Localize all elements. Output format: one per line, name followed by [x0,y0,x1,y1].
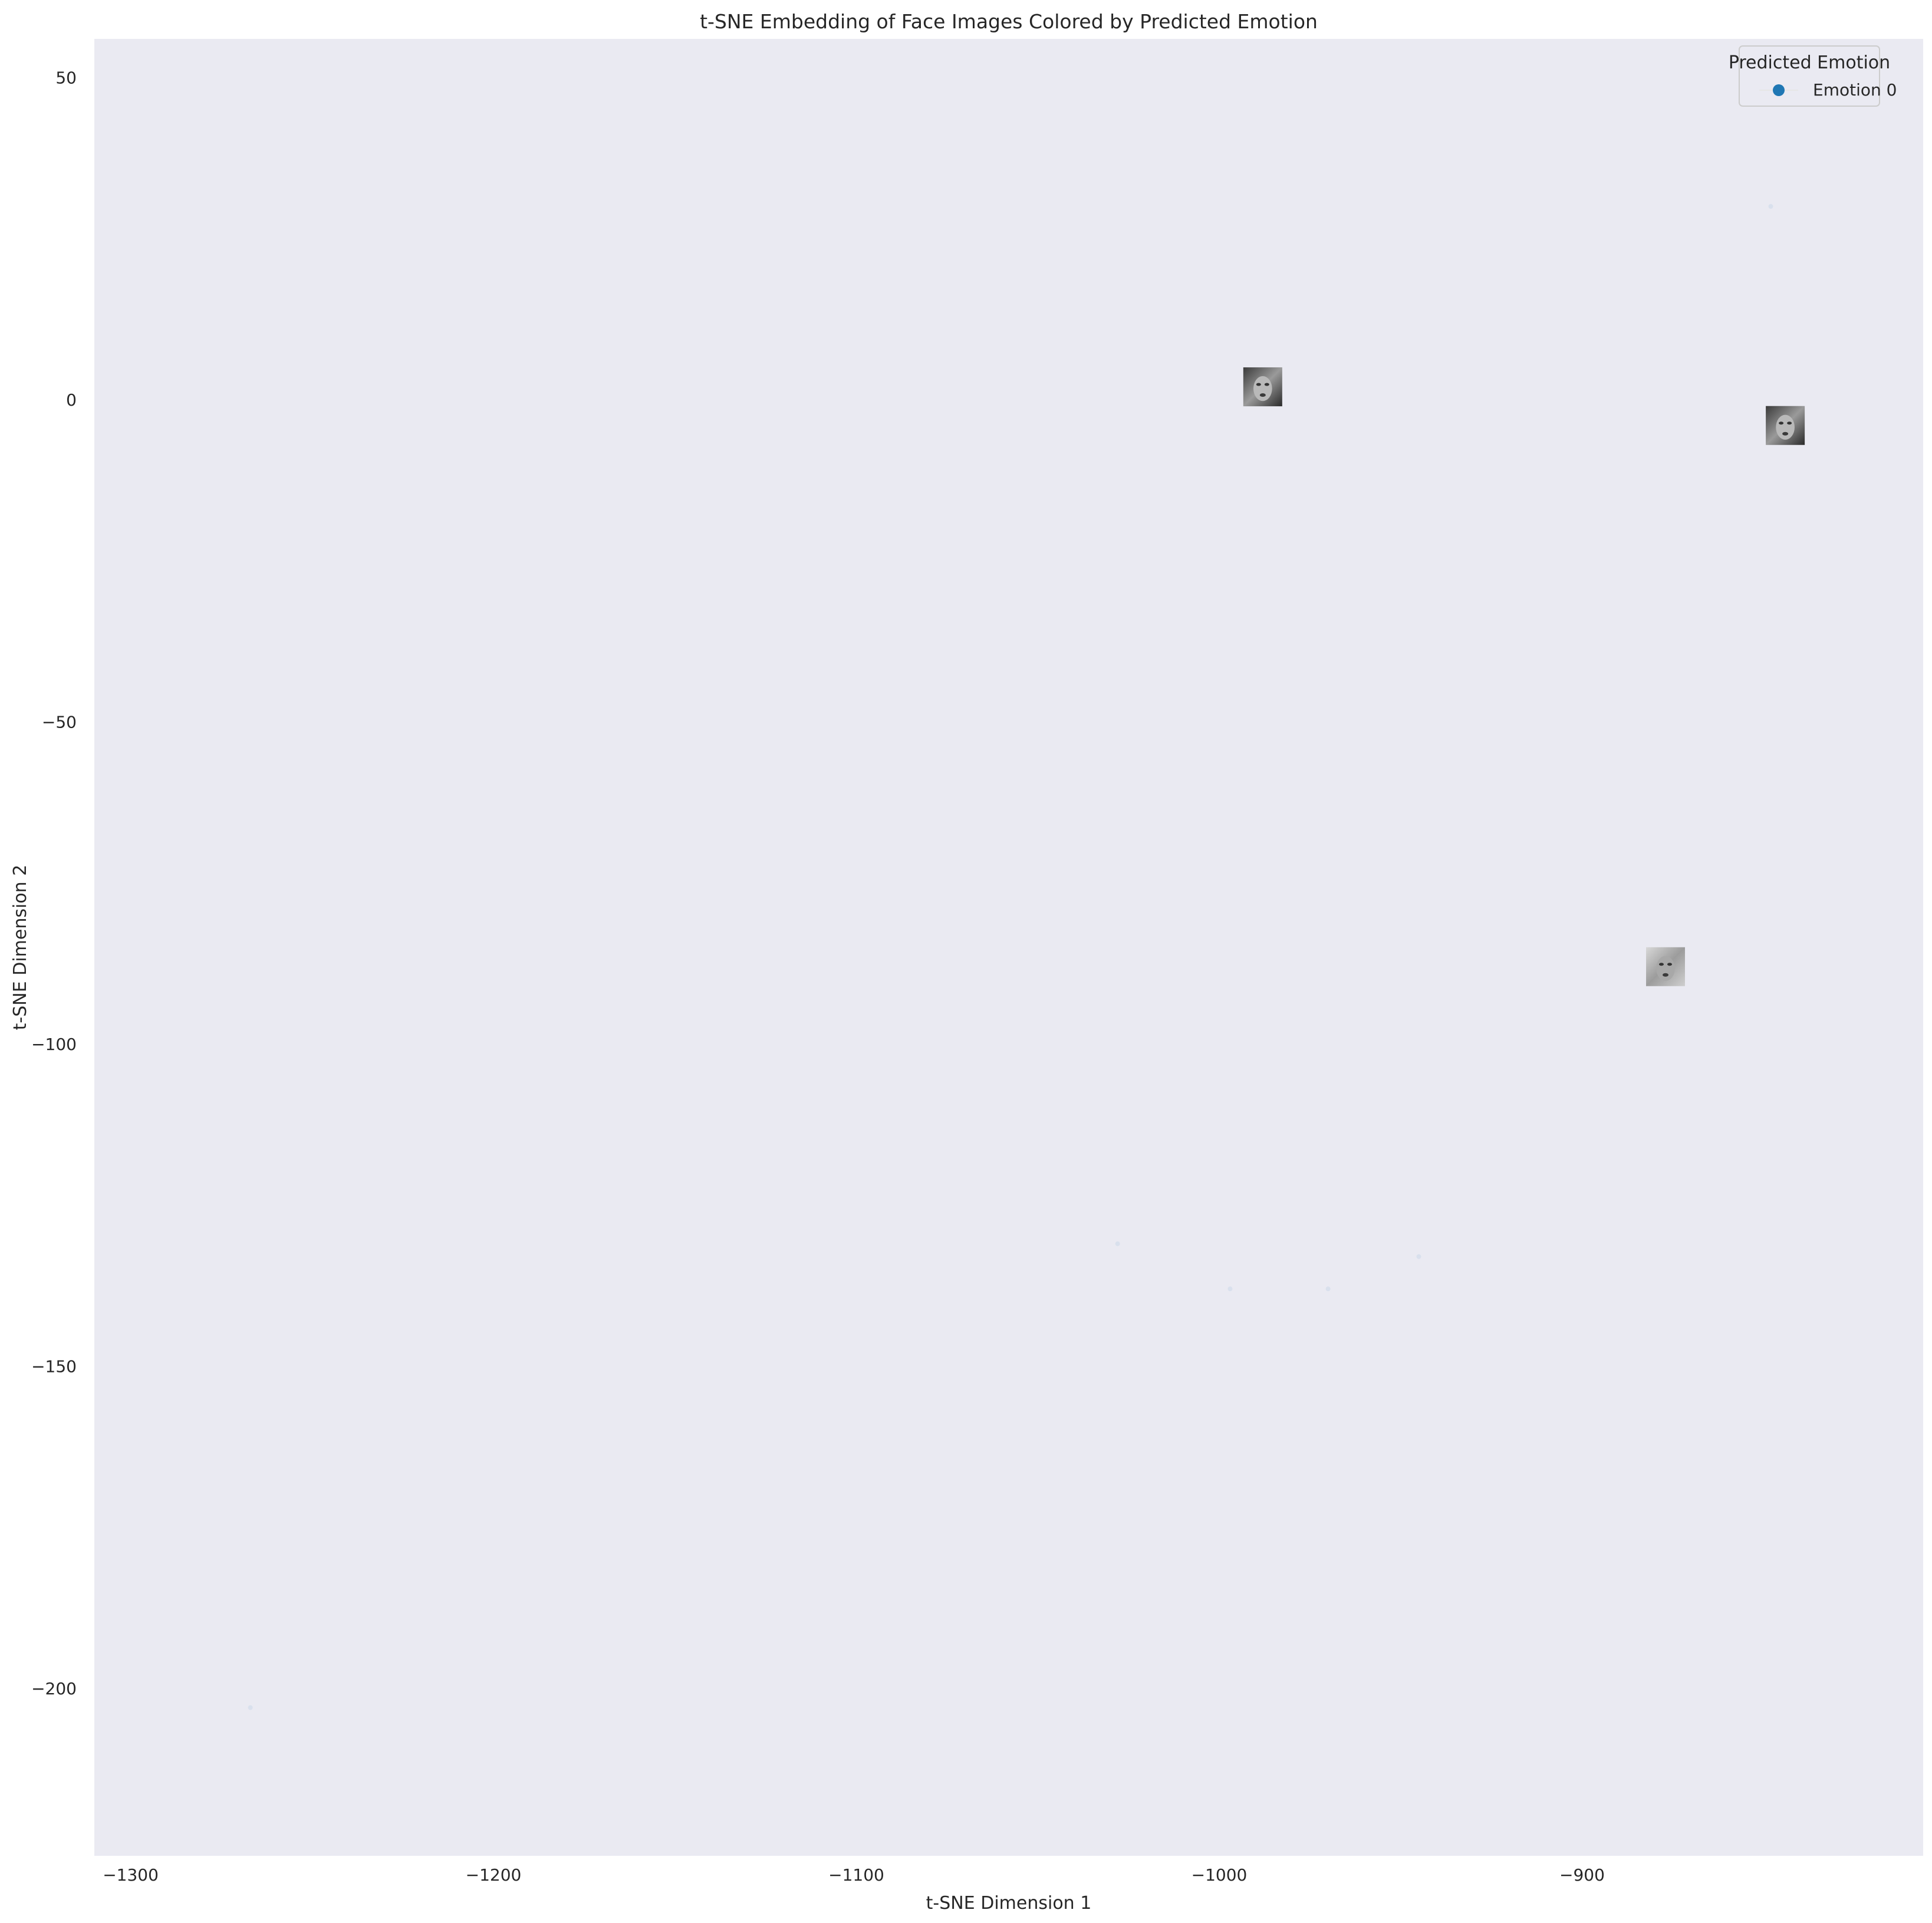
y-axis-label: t-SNE Dimension 2 [10,865,31,1030]
x-axis-ticks: −1300 −1200 −1100 −1000 −900 [103,1865,1605,1885]
face-icon [1776,414,1795,440]
plot-background [94,39,1923,1856]
scatter-point [248,1705,253,1710]
face-eye-icon [1667,963,1673,966]
y-axis-ticks: 50 0 −50 −100 −150 −200 [31,68,77,1698]
face-thumbnails-layer [1243,367,1805,986]
y-tick-label: 0 [66,390,77,410]
scatter-point [1768,204,1773,209]
y-tick-label: −200 [31,1679,77,1698]
face-eye-icon [1256,383,1261,386]
x-tick-label: −1000 [1192,1865,1248,1885]
plot-area [94,39,1923,1856]
legend-title: Predicted Emotion [1729,52,1890,73]
x-tick-label: −1300 [103,1865,159,1885]
face-icon [1253,376,1272,401]
scatter-point [1416,1254,1421,1259]
face-thumbnail [1766,406,1805,445]
x-axis-label: t-SNE Dimension 1 [926,1893,1092,1914]
face-icon [1656,956,1675,981]
scatter-point [1325,1286,1331,1292]
y-tick-label: −100 [31,1035,77,1054]
face-eye-icon [1264,383,1269,386]
chart-title: t-SNE Embedding of Face Images Colored b… [700,10,1318,33]
face-eye-icon [1787,422,1792,425]
y-tick-label: 50 [55,68,77,88]
x-tick-label: −1200 [466,1865,522,1885]
face-mouth-icon [1259,393,1266,397]
y-tick-label: −50 [42,712,77,732]
face-thumbnail [1243,367,1282,407]
face-eye-icon [1659,963,1664,966]
face-thumbnail [1646,947,1686,986]
legend: Predicted Emotion Emotion 0 [1729,45,1897,107]
x-tick-label: −1100 [828,1865,884,1885]
face-eye-icon [1779,422,1784,425]
y-tick-label: −150 [31,1356,77,1376]
scatter-point [1115,1241,1120,1246]
face-mouth-icon [1663,973,1669,977]
legend-marker-emotion-0 [1773,84,1785,96]
x-tick-label: −900 [1559,1865,1605,1885]
face-mouth-icon [1782,432,1789,436]
legend-entry-label: Emotion 0 [1813,80,1897,100]
scatter-point [1227,1286,1233,1292]
